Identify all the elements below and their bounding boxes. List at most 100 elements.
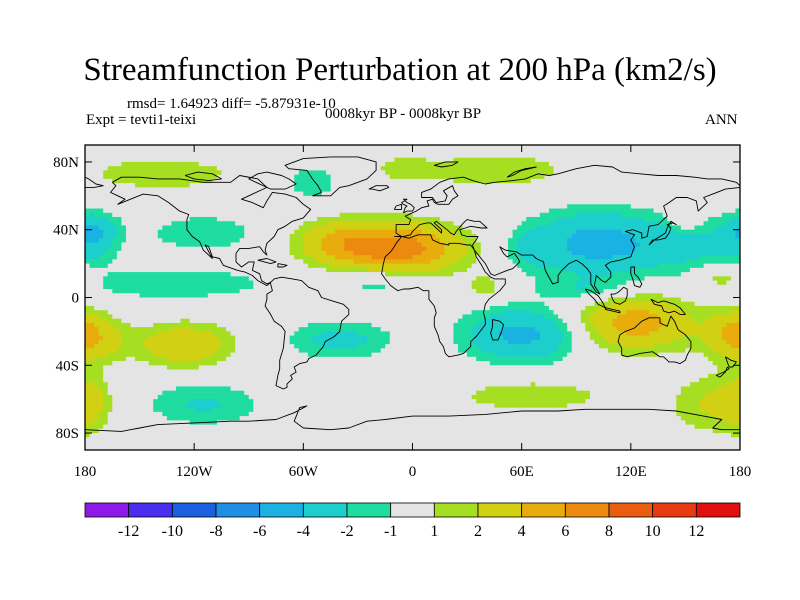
map-area: 80N 40N 0 40S 80S 180 120W 60W 0 60E 120E 180 — [53, 144, 751, 480]
contour-cell — [85, 301, 509, 307]
contour-cell — [85, 267, 327, 273]
contour-cell — [121, 339, 145, 345]
contour-cell — [107, 217, 122, 222]
contour-cell — [289, 250, 304, 256]
contour-cell — [189, 183, 295, 188]
contour-cell — [680, 390, 709, 396]
contour-cell — [621, 212, 664, 218]
contour-cell — [216, 348, 236, 354]
contour-cell — [321, 246, 345, 252]
contour-cell — [85, 305, 95, 311]
contour-cell — [494, 403, 568, 409]
contour-cell — [216, 335, 236, 341]
contour-cell — [476, 233, 514, 239]
contour-cell — [85, 365, 104, 371]
contour-cell — [221, 344, 236, 349]
contour-cell — [244, 233, 291, 239]
contour-cell — [494, 352, 550, 358]
contour-cell — [476, 276, 491, 282]
contour-cell — [626, 331, 650, 337]
contour-cell — [162, 238, 241, 244]
contour-cell — [94, 356, 127, 362]
contour-cell — [730, 310, 740, 316]
contour-cell — [521, 255, 586, 260]
coastline-segment — [284, 156, 377, 197]
contour-cell — [194, 327, 227, 332]
contour-cell — [521, 267, 564, 273]
coastline-segment — [394, 164, 740, 237]
contour-cell — [294, 174, 332, 180]
contour-cell — [453, 229, 473, 235]
contour-cell — [508, 250, 518, 256]
contour-cell — [726, 322, 740, 328]
contour-cell — [153, 322, 218, 328]
y-tick-label: 80S — [56, 426, 79, 442]
contour-cell — [357, 331, 391, 337]
contour-cell — [462, 255, 477, 260]
contour-cell — [539, 212, 577, 218]
contour-cell — [589, 335, 605, 341]
contour-cell — [85, 229, 104, 235]
contour-cell — [312, 339, 368, 345]
contour-cell — [439, 217, 527, 222]
chart-title: Streamfunction Perturbation at 200 hPa (… — [83, 52, 717, 88]
contour-cell — [389, 331, 455, 337]
contour-cell — [685, 259, 740, 265]
contour-cell — [480, 318, 555, 324]
contour-cell — [116, 225, 127, 231]
contour-cell — [553, 310, 582, 316]
contour-cell — [535, 327, 559, 332]
contour-cell — [330, 263, 450, 269]
contour-cell — [457, 344, 477, 349]
contour-cell — [635, 267, 691, 273]
contour-cell — [85, 250, 104, 256]
contour-cell — [116, 233, 127, 239]
contour-cell — [85, 225, 100, 231]
contour-cell — [471, 263, 518, 269]
contour-cell — [135, 183, 191, 188]
contour-cell — [239, 238, 291, 244]
coastline-segment — [184, 171, 222, 182]
contour-cell — [294, 187, 332, 193]
contour-cell — [103, 390, 109, 396]
contour-cell — [153, 407, 195, 413]
contour-cell — [567, 322, 586, 328]
contour-cell — [298, 348, 382, 354]
coastline-segment — [648, 220, 677, 246]
contour-cell — [98, 416, 109, 421]
contour-cell — [98, 331, 122, 337]
contour-cell — [94, 305, 491, 311]
y-tick-label: 40S — [56, 358, 79, 374]
contour-cell — [344, 238, 418, 244]
contour-cell — [689, 267, 740, 273]
contour-cell — [612, 301, 668, 307]
contour-cell — [103, 250, 118, 256]
contour-cell — [121, 344, 145, 349]
contour-cell — [457, 318, 482, 324]
contour-cell — [567, 352, 623, 358]
colorbar-label: -4 — [297, 523, 310, 540]
contour-cell — [453, 157, 536, 163]
contour-cell — [103, 233, 118, 239]
contour-cell — [175, 242, 232, 248]
contour-cell — [694, 318, 705, 324]
contour-cell — [512, 229, 527, 235]
contour-cell — [576, 229, 623, 235]
x-tick-label: 60W — [289, 464, 319, 480]
contour-cell — [703, 394, 740, 400]
contour-cell — [544, 174, 740, 180]
contour-cell — [294, 255, 314, 260]
x-tick-label: 0 — [409, 464, 417, 480]
contour-cell — [617, 327, 659, 332]
contour-cell — [630, 250, 740, 256]
contour-cell — [289, 335, 314, 341]
contour-cell — [85, 178, 113, 184]
contour-cell — [703, 263, 740, 269]
contour-cell — [676, 403, 700, 409]
contour-cell — [221, 170, 300, 176]
contour-cell — [85, 293, 141, 299]
contour-cell — [562, 331, 573, 337]
contour-cell — [289, 242, 304, 248]
contour-cell — [585, 399, 677, 405]
contour-cell — [344, 246, 427, 252]
